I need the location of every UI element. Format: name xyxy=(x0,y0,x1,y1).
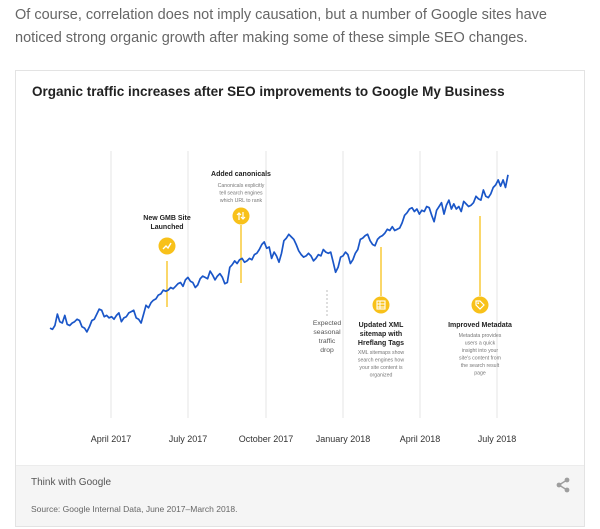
annotation-label: New GMB Site Launched xyxy=(143,215,191,231)
annotation-label: Expected seasonal traffic drop xyxy=(313,320,342,354)
annotation-marker[interactable] xyxy=(158,237,176,255)
line-chart: April 2017 July 2017 October 2017 January 2… xyxy=(49,151,517,444)
x-tick-label: October 2017 xyxy=(239,434,294,444)
annotation-label: Added canonicals xyxy=(211,171,271,178)
annotation-label: Improved Metadata xyxy=(448,322,512,329)
annotation-label: Updated XML sitemap with Hreflang Tags xyxy=(358,322,404,347)
x-tick-label: July 2018 xyxy=(478,434,517,444)
tag-icon-hole xyxy=(477,302,480,305)
x-tick-label: April 2018 xyxy=(400,434,441,444)
annotation-marker[interactable] xyxy=(372,296,390,314)
annotation-description: Metadata provides users a quick insight in… xyxy=(459,333,502,377)
x-tick-label: July 2017 xyxy=(169,434,208,444)
share-icon[interactable] xyxy=(554,476,572,494)
annotation-marker[interactable] xyxy=(471,296,489,314)
chart-card: Organic traffic increases after SEO impr… xyxy=(15,70,585,527)
x-tick-label: January 2018 xyxy=(316,434,371,444)
swap-vertical-icon xyxy=(236,212,246,220)
brand-label: Think with Google xyxy=(31,477,112,488)
tag-icon xyxy=(475,300,485,310)
annotation-description: XML sitemaps show search engines how your … xyxy=(358,350,404,379)
source-note: Source: Google Internal Data, June 2017–… xyxy=(31,504,238,514)
intro-paragraph: Of course, correlation does not imply ca… xyxy=(15,7,547,46)
annotation-description: Canonicals explicitly tell search engines… xyxy=(218,183,265,204)
card-footer: Think with Google Source: Google Interna… xyxy=(16,465,584,526)
annotation-marker[interactable] xyxy=(232,207,250,225)
traffic-series-line xyxy=(49,174,509,333)
trending-up-icon xyxy=(162,242,172,250)
x-tick-label: April 2017 xyxy=(91,434,132,444)
chart-title: Organic traffic increases after SEO impr… xyxy=(32,84,505,99)
sitemap-icon xyxy=(376,300,386,310)
